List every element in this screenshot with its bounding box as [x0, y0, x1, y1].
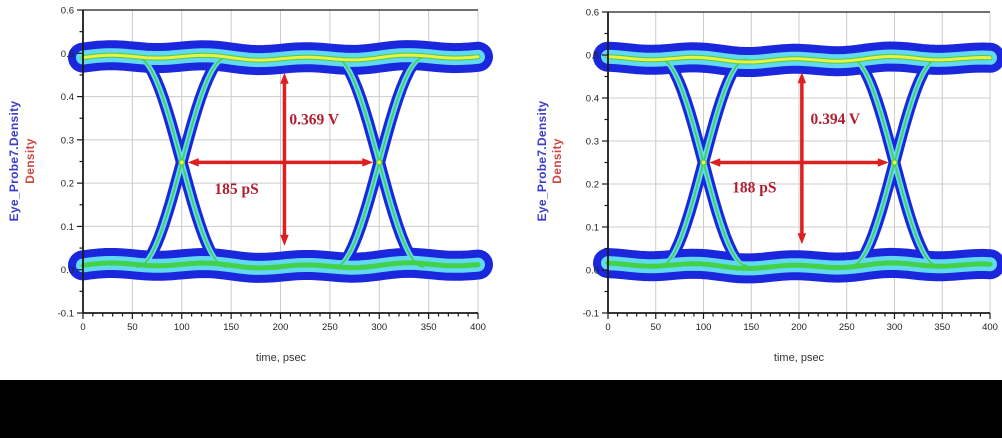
eye-diagram-plots-canvas: 0 50 100 150 200 250 300 350 400 -0.1 0.0 0.1 0.2 0.3…	[58, 6, 1002, 334]
left-plot-y-axis-label-secondary: Density	[23, 138, 37, 184]
x-tick-label: 400	[982, 322, 998, 333]
y-tick-label: 0.1	[586, 223, 599, 234]
y-tick-label: 0.5	[61, 49, 74, 60]
x-tick-label: 300	[371, 322, 387, 333]
arrow-head-right	[362, 158, 374, 167]
x-tick-label: 150	[743, 322, 759, 333]
axis-ticks	[602, 11, 991, 319]
tick-labels: 0 50 100 150 200 250 300 350 400 -0.1 0.0 0.1 0.2 0.3…	[583, 8, 998, 334]
x-tick-label: 350	[421, 322, 437, 333]
x-tick-label: 100	[174, 322, 190, 333]
arrow-head-up	[280, 72, 289, 84]
x-tick-label: 50	[650, 322, 661, 333]
eye-width-value: 188 pS	[732, 180, 776, 197]
y-tick-label: 0.1	[61, 222, 74, 233]
eye-plot-right: 0 50 100 150 200 250 300 350 400 -0.1 0.0 0.1 0.2 0.3…	[583, 8, 1002, 334]
y-tick-label: 0.6	[61, 6, 74, 17]
x-tick-label: 0	[80, 322, 85, 333]
arrow-head-up	[797, 72, 807, 84]
y-tick-label: 0.0	[61, 265, 74, 276]
eye-density-trace	[593, 41, 1002, 284]
x-tick-label: 100	[696, 322, 712, 333]
left-plot-x-axis-label: time, psec	[255, 352, 307, 364]
x-tick-label: 50	[127, 322, 138, 333]
x-tick-label: 350	[934, 322, 950, 333]
y-tick-label: 0.2	[61, 179, 74, 190]
y-tick-label: 0.3	[61, 135, 74, 146]
left-plot-y-axis-label-primary: Eye_Probe7.Density	[7, 100, 21, 222]
x-tick-label: 0	[605, 322, 610, 333]
y-tick-label: 0.5	[586, 51, 599, 62]
arrow-head-down	[280, 234, 289, 246]
y-tick-label: 0.2	[586, 180, 599, 191]
y-tick-label: 0.6	[586, 8, 599, 19]
arrow-head-left	[187, 158, 199, 167]
y-tick-label: 0.4	[61, 92, 74, 103]
arrow-head-right	[877, 158, 889, 167]
arrow-head-left	[709, 158, 721, 167]
measurement-annotations: 0.369 V 185 pS	[187, 72, 374, 246]
eye-plot-left: 0 50 100 150 200 250 300 350 400 -0.1 0.0 0.1 0.2 0.3…	[58, 6, 493, 334]
right-plot-x-axis-label: time, psec	[773, 352, 825, 364]
x-tick-label: 200	[273, 322, 289, 333]
eye-density-trace	[68, 40, 493, 283]
right-plot-y-axis-label-secondary: Density	[550, 138, 564, 184]
x-tick-label: 250	[322, 322, 338, 333]
y-tick-label: 0.3	[586, 137, 599, 148]
eye-width-value: 185 pS	[214, 181, 258, 198]
x-tick-label: 150	[223, 322, 239, 333]
y-tick-label: 0.0	[586, 266, 599, 277]
y-tick-label: 0.4	[586, 94, 599, 105]
x-tick-label: 400	[470, 322, 486, 333]
measurement-annotations: 0.394 V 188 pS	[709, 72, 889, 245]
y-tick-label: -0.1	[58, 309, 74, 320]
eye-height-value: 0.394 V	[810, 111, 860, 128]
y-tick-label: -0.1	[583, 309, 599, 320]
tick-labels: 0 50 100 150 200 250 300 350 400 -0.1 0.0 0.1 0.2 0.3…	[58, 6, 486, 334]
arrow-head-down	[797, 233, 807, 245]
right-plot-y-axis-label-primary: Eye_Probe7.Density	[535, 100, 549, 222]
eye-height-value: 0.369 V	[289, 112, 339, 129]
x-tick-label: 200	[791, 322, 807, 333]
x-tick-label: 300	[887, 322, 903, 333]
bottom-black-bar	[0, 380, 1002, 438]
axis-ticks	[77, 9, 479, 319]
x-tick-label: 250	[839, 322, 855, 333]
